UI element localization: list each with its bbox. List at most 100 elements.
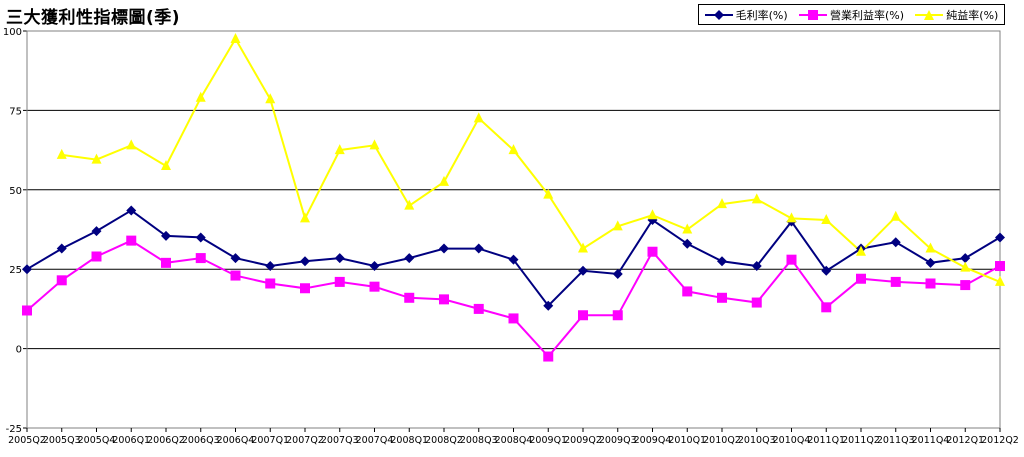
data-point-diamond (404, 253, 415, 264)
legend-marker-triangle-icon (915, 9, 944, 20)
legend-label-gross-margin: 毛利率(%) (735, 8, 788, 22)
x-tick-label: 2007Q2 (286, 435, 324, 446)
x-tick-label: 2005Q4 (78, 435, 116, 446)
data-point-triangle (612, 220, 623, 231)
x-tick-label: 2008Q3 (460, 435, 498, 446)
x-tick-label: 2006Q4 (217, 435, 255, 446)
y-tick-label: 25 (9, 265, 22, 276)
data-point-square (960, 280, 971, 291)
data-point-diamond (578, 265, 588, 276)
data-point-diamond (543, 300, 554, 311)
legend-item-gross-margin: 毛利率(%) (704, 7, 788, 23)
y-tick-label: 75 (9, 106, 22, 117)
data-point-square (56, 275, 67, 286)
legend-label-net-margin: 純益率(%) (946, 8, 999, 22)
data-point-diamond (300, 256, 310, 267)
data-point-triangle (786, 212, 797, 223)
data-point-square (682, 286, 693, 297)
x-tick-label: 2005Q2 (8, 435, 46, 446)
x-tick-label: 2006Q1 (112, 435, 150, 446)
data-point-square (265, 278, 276, 289)
x-tick-label: 2007Q1 (251, 435, 289, 446)
x-tick-label: 2009Q2 (564, 435, 602, 446)
x-tick-label: 2012Q2 (981, 435, 1019, 446)
data-point-square (890, 276, 901, 287)
y-tick-label: -25 (6, 424, 22, 435)
data-point-square (161, 257, 171, 268)
data-point-triangle (369, 139, 380, 150)
x-tick-label: 2006Q3 (182, 435, 220, 446)
legend-marker-diamond-icon (704, 9, 733, 20)
data-point-triangle (821, 213, 832, 224)
data-point-square (995, 261, 1005, 272)
data-point-diamond (473, 243, 484, 254)
data-point-diamond (56, 243, 67, 254)
x-tick-label: 2009Q3 (599, 435, 637, 446)
x-tick-label: 2011Q3 (877, 435, 915, 446)
data-point-square (508, 313, 519, 324)
x-tick-label: 2012Q1 (946, 435, 984, 446)
data-point-triangle (473, 112, 484, 123)
data-point-diamond (890, 237, 901, 248)
data-point-diamond (334, 253, 345, 264)
data-point-triangle (890, 210, 901, 221)
data-point-triangle (300, 212, 310, 223)
y-tick-label: 50 (9, 186, 22, 197)
legend-marker-square-icon (798, 9, 827, 20)
data-point-diamond (925, 257, 936, 268)
data-point-triangle (717, 198, 727, 209)
data-point-triangle (682, 223, 693, 234)
data-point-square (647, 246, 658, 257)
data-point-triangle (161, 159, 171, 170)
legend-label-operating-margin: 營業利益率(%) (829, 8, 905, 22)
data-point-triangle (91, 153, 102, 164)
data-point-diamond (682, 238, 693, 249)
y-tick-label: 100 (3, 27, 22, 38)
data-point-square (856, 273, 866, 284)
data-point-diamond (821, 265, 832, 276)
data-point-diamond (265, 261, 276, 272)
data-point-diamond (439, 243, 449, 254)
data-point-triangle (543, 188, 554, 199)
data-point-diamond (91, 226, 102, 237)
data-point-square (925, 278, 936, 289)
data-point-triangle (647, 209, 658, 220)
data-point-triangle (578, 242, 588, 253)
x-tick-label: 2007Q3 (321, 435, 359, 446)
data-point-square (612, 310, 623, 321)
chart-title: 三大獲利性指標圖(季) (6, 8, 181, 28)
data-point-triangle (856, 245, 866, 256)
data-point-square (717, 292, 727, 303)
data-point-triangle (404, 199, 415, 210)
y-tick-label: 0 (16, 345, 22, 356)
data-point-triangle (334, 144, 345, 155)
x-tick-label: 2011Q1 (807, 435, 845, 446)
x-tick-label: 2007Q4 (356, 435, 394, 446)
x-tick-label: 2010Q1 (668, 435, 706, 446)
x-tick-label: 2009Q1 (529, 435, 567, 446)
data-point-square (230, 270, 241, 281)
data-point-diamond (751, 261, 762, 272)
data-point-triangle (960, 261, 971, 272)
data-point-diamond (161, 230, 171, 241)
x-tick-label: 2005Q3 (43, 435, 81, 446)
series-line-2 (61, 36, 1001, 283)
data-point-square (369, 281, 380, 292)
data-point-diamond (508, 254, 519, 265)
data-point-diamond (230, 253, 241, 264)
data-point-square (786, 254, 797, 265)
data-point-square (334, 276, 345, 287)
data-point-diamond (717, 256, 727, 267)
legend-item-net-margin: 純益率(%) (915, 7, 998, 23)
data-point-square (22, 305, 32, 316)
x-tick-label: 2011Q2 (842, 435, 880, 446)
data-point-triangle (265, 93, 276, 104)
data-point-diamond (126, 205, 137, 216)
legend-item-operating-margin: 營業利益率(%) (798, 7, 905, 23)
x-tick-label: 2010Q2 (703, 435, 741, 446)
data-point-square (578, 310, 588, 321)
data-point-diamond (612, 268, 623, 279)
data-point-triangle (56, 148, 67, 159)
